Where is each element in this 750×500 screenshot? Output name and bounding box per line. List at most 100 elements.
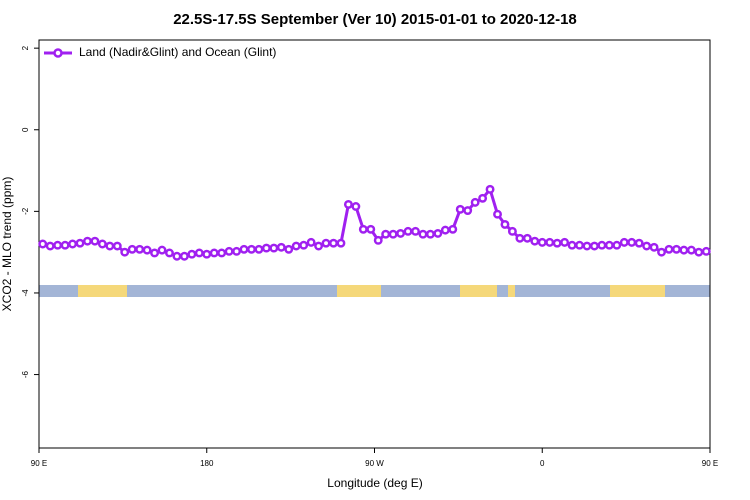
point [306, 237, 316, 247]
point [694, 247, 704, 257]
point [493, 209, 502, 219]
point [411, 226, 420, 236]
point [194, 248, 204, 258]
point [485, 184, 495, 194]
point [627, 237, 637, 247]
point [418, 229, 428, 239]
point [679, 245, 689, 255]
point [619, 237, 629, 247]
point [314, 241, 324, 251]
point [142, 245, 152, 255]
x-tick-label: 180 [200, 459, 214, 468]
point [575, 240, 584, 250]
point [433, 228, 443, 238]
point [672, 244, 681, 254]
point [172, 251, 182, 261]
point [38, 239, 48, 249]
point [366, 224, 376, 234]
point [664, 244, 674, 254]
point [276, 242, 286, 252]
y-tick-label: -6 [21, 370, 30, 378]
point [582, 241, 592, 251]
y-tick-label: -4 [21, 289, 30, 297]
x-tick-label: 90 E [702, 459, 718, 468]
point [589, 241, 599, 251]
point [299, 240, 309, 250]
land-ocean-strip [39, 285, 710, 297]
point [597, 240, 607, 250]
point [612, 240, 622, 250]
point [507, 226, 517, 236]
point [75, 238, 85, 248]
point [150, 248, 160, 258]
point [560, 237, 570, 247]
point [112, 241, 122, 251]
point [448, 224, 458, 234]
point [254, 244, 264, 254]
point [470, 197, 480, 207]
point [105, 241, 115, 251]
point [284, 244, 294, 254]
point [269, 243, 279, 253]
y-tick-label: -2 [21, 207, 30, 215]
point [388, 229, 398, 239]
point [120, 247, 130, 257]
point [97, 239, 107, 249]
point [202, 249, 212, 259]
point [522, 233, 532, 243]
point [209, 248, 219, 258]
y-tick-label: 0 [21, 127, 30, 132]
point [440, 225, 450, 235]
x-tick-label: 90 E [31, 459, 47, 468]
point [53, 240, 63, 250]
y-tick-label: 2 [21, 45, 30, 50]
point [135, 244, 145, 254]
point [373, 235, 383, 245]
x-tick-label: 90 W [365, 459, 384, 468]
point [90, 236, 100, 246]
point [642, 241, 652, 251]
point [165, 248, 174, 258]
point [701, 246, 711, 256]
point [224, 246, 234, 256]
point [537, 237, 547, 247]
point [329, 238, 338, 248]
point [604, 240, 614, 250]
point [83, 236, 92, 246]
point [634, 238, 644, 248]
point [45, 241, 55, 251]
point [187, 249, 197, 259]
point [515, 233, 525, 243]
point [552, 238, 562, 248]
point [425, 229, 435, 239]
point [336, 238, 346, 248]
point [343, 199, 353, 209]
x-tick-label: 0 [540, 459, 545, 468]
legend-label: Land (Nadir&Glint) and Ocean (Glint) [79, 45, 276, 59]
point [358, 224, 368, 234]
point [463, 206, 473, 215]
point [478, 193, 488, 203]
point [500, 219, 510, 229]
y-axis-label: XCO2 - MLO trend (ppm) [0, 177, 14, 312]
point [247, 244, 256, 254]
point [545, 237, 555, 247]
point [127, 244, 137, 254]
point [396, 228, 406, 238]
point [68, 239, 78, 249]
point [321, 238, 331, 248]
point [217, 248, 227, 258]
point [381, 229, 391, 239]
legend-marker [53, 48, 63, 58]
point [232, 246, 242, 256]
point [530, 236, 540, 246]
point [291, 241, 301, 251]
point [686, 245, 696, 255]
point [261, 243, 271, 253]
point [351, 202, 361, 211]
point [403, 226, 413, 236]
point [239, 244, 249, 254]
point [179, 251, 189, 261]
point [649, 242, 659, 252]
